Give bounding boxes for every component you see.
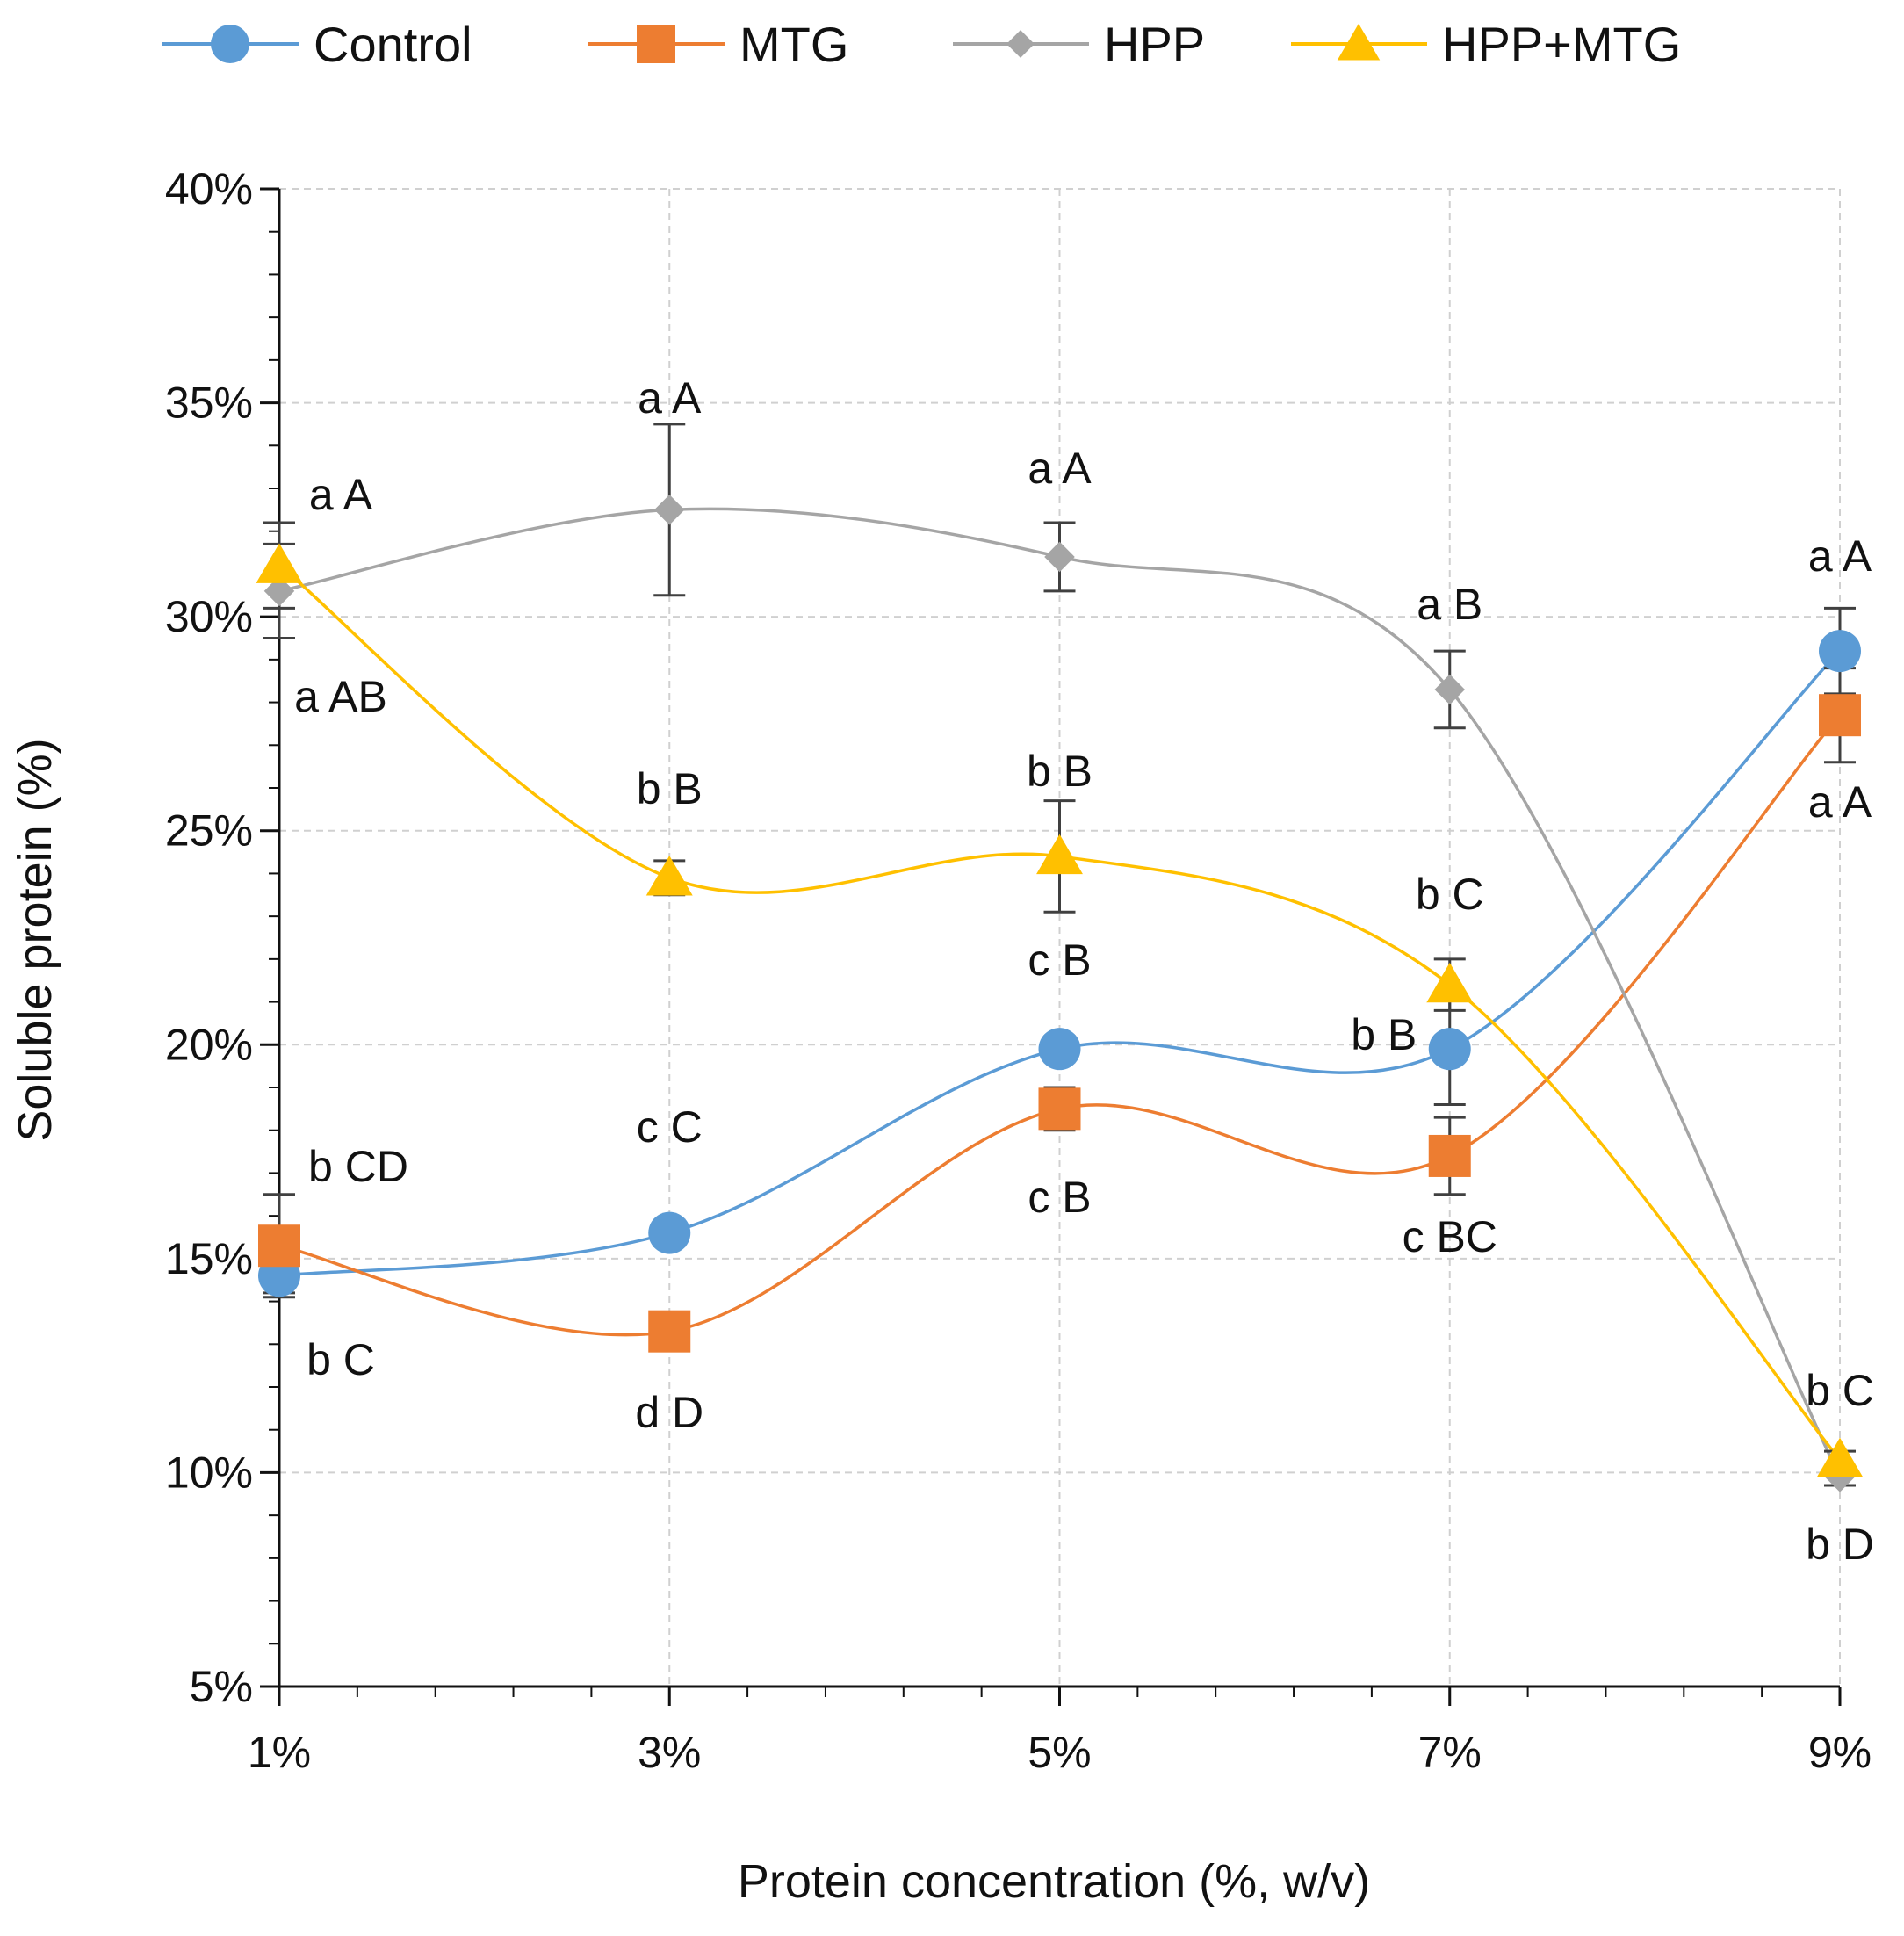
x-tick-label-1: 1% (248, 1728, 311, 1777)
y-tick-label-40: 40% (165, 164, 253, 213)
data-label-hpp-plus-mtg-1: a A (309, 470, 373, 519)
data-point-mtg-3 (648, 1310, 691, 1353)
axes: 5% 10% 15% 20% 25% 30% 35% 40% 1% 3% 5% 7% 9% (165, 164, 1872, 1777)
data-label-hpp-1: a AB (294, 672, 387, 721)
y-tick-label-25: 25% (165, 806, 253, 856)
data-label-hpp-9: b D (1806, 1520, 1874, 1569)
y-tick-label-10: 10% (165, 1448, 253, 1497)
data-point-control-5 (1038, 1028, 1081, 1071)
data-label-hpp-7: a B (1417, 580, 1482, 629)
series-line-mtg (278, 714, 1842, 1337)
x-tick-label-3: 3% (638, 1728, 701, 1777)
legend-marker-hpp (1006, 30, 1035, 58)
data-label-mtg-3: d D (635, 1388, 703, 1437)
data-point-hpp-1 (263, 575, 295, 607)
y-tick-label-30: 30% (165, 592, 253, 641)
legend-marker-mtg (637, 25, 675, 63)
data-label-hpp-3: a A (638, 373, 702, 423)
data-point-hpp-5 (1044, 541, 1075, 573)
y-tick-label-5: 5% (190, 1662, 253, 1711)
data-point-hpp-plus-mtg-9 (1816, 1437, 1864, 1477)
data-label-control-3: c C (637, 1102, 703, 1152)
data-label-mtg-5: c B (1028, 1173, 1091, 1222)
data-point-control-9 (1819, 630, 1861, 673)
data-label-hpp-plus-mtg-7: b C (1416, 870, 1484, 919)
series-line-hpp (278, 507, 1842, 1478)
data-label-mtg-9: a A (1808, 777, 1872, 827)
data-labels: b C c C c B b B a A b CD d D c B c BC a A a AB a A a… (294, 373, 1874, 1569)
legend-marker-hpp-plus-mtg (1337, 23, 1381, 61)
data-label-hpp-plus-mtg-3: b B (637, 764, 703, 813)
data-point-hpp-plus-mtg-3 (645, 856, 693, 896)
data-label-control-5: c B (1028, 935, 1091, 985)
data-point-mtg-9 (1819, 694, 1861, 737)
data-markers (256, 495, 1864, 1492)
legend: Control MTG HPP HPP+MTG (162, 17, 1681, 72)
legend-label-control: Control (314, 17, 472, 72)
x-tick-label-7: 7% (1418, 1728, 1482, 1777)
legend-label-hpp: HPP (1104, 17, 1205, 72)
data-point-hpp-plus-mtg-5 (1036, 834, 1083, 875)
legend-label-hpp-plus-mtg: HPP+MTG (1442, 17, 1681, 72)
data-point-hpp-plus-mtg-7 (1426, 962, 1474, 1003)
data-point-mtg-1 (258, 1224, 300, 1268)
legend-marker-control (211, 25, 249, 63)
data-label-hpp-plus-mtg-5: b B (1027, 747, 1093, 796)
x-tick-label-5: 5% (1028, 1728, 1091, 1777)
y-tick-label-35: 35% (165, 379, 253, 428)
data-label-mtg-1: b CD (308, 1142, 408, 1191)
y-axis-title: Soluble protein (%) (9, 738, 61, 1141)
data-label-hpp-plus-mtg-9: b C (1806, 1366, 1874, 1415)
data-point-control-7 (1428, 1028, 1471, 1071)
data-point-hpp-plus-mtg-1 (256, 543, 303, 583)
data-point-mtg-5 (1038, 1087, 1081, 1131)
data-label-mtg-7: c BC (1403, 1212, 1497, 1261)
data-point-control-3 (648, 1211, 691, 1254)
data-label-control-7: b B (1351, 1010, 1417, 1059)
data-label-hpp-5: a A (1028, 444, 1092, 493)
data-label-control-9: a A (1808, 531, 1872, 581)
y-tick-label-15: 15% (165, 1234, 253, 1283)
x-axis-title: Protein concentration (%, w/v) (738, 1855, 1370, 1908)
data-point-hpp-3 (653, 495, 685, 525)
data-point-hpp-7 (1434, 674, 1466, 705)
x-tick-label-9: 9% (1808, 1728, 1872, 1777)
data-label-control-1: b C (307, 1335, 375, 1384)
data-point-mtg-7 (1428, 1134, 1471, 1177)
legend-label-mtg: MTG (739, 17, 848, 72)
y-tick-label-20: 20% (165, 1020, 253, 1069)
